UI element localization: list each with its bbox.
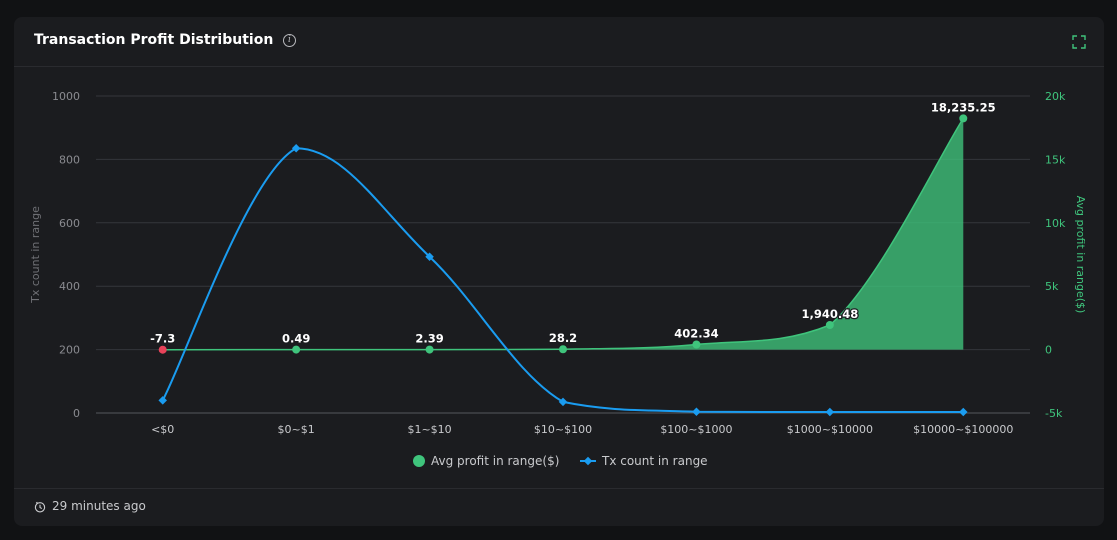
legend-avg-profit-marker: [413, 455, 425, 467]
left-axis-tick-label: 1000: [52, 90, 80, 103]
tx-count-line: [161, 147, 964, 414]
x-axis-tick-label: $100~$1000: [660, 423, 732, 436]
tx-count-point: [558, 397, 568, 407]
x-axis-tick-label: $10~$100: [534, 423, 592, 436]
right-axis-tick-label: 5k: [1045, 280, 1059, 293]
tx-count-point: [425, 252, 434, 261]
x-axis-tick-label: <$0: [151, 423, 174, 436]
chart-card: Transaction Profit Distribution i 0 200 40…: [14, 17, 1104, 526]
tx-count-point: [959, 407, 968, 417]
avg-profit-point: [559, 345, 567, 354]
avg-profit-point: [425, 345, 434, 354]
avg-profit-point: [825, 320, 834, 329]
x-axis-tick-label: $10000~$100000: [913, 423, 1013, 436]
left-axis-tick-label: 400: [59, 280, 80, 293]
right-axis-tick-label: -5k: [1045, 407, 1063, 420]
card-title: Transaction Profit Distribution: [34, 32, 274, 48]
chart-area: 0 200 400 600 800 1000 -5k 0 5k 10k 15k 20k Tx count…: [14, 67, 1104, 487]
card-header: Transaction Profit Distribution i: [14, 17, 1104, 67]
right-axis-tick-label: 0: [1045, 344, 1052, 357]
combo-chart: 0 200 400 600 800 1000 -5k 0 5k 10k 15k 20k Tx count…: [29, 90, 1087, 468]
tx-count-point: [158, 396, 167, 405]
legend-item-tx-count[interactable]: Tx count in range: [580, 454, 708, 468]
x-axis-tick-label: $0~$1: [278, 423, 315, 436]
left-axis-tick-label: 200: [59, 344, 80, 357]
left-axis-tick-label: 600: [59, 217, 80, 230]
avg-profit-data-label: -7.3: [150, 332, 175, 346]
card-footer: 29 minutes ago: [14, 488, 1104, 526]
avg-profit-data-label: 0.49: [282, 332, 310, 346]
left-axis-title: Tx count in range: [29, 206, 42, 304]
avg-profit-point: [158, 345, 167, 354]
right-axis-title: Avg profit in range($): [1074, 196, 1087, 314]
avg-profit-data-label: 28.2: [549, 331, 577, 345]
tx-count-point: [692, 407, 701, 416]
left-axis-tick-label: 0: [73, 407, 80, 420]
tx-count-point: [291, 144, 301, 153]
x-axis-tick-label: $1~$10: [407, 423, 451, 436]
avg-profit-point: [692, 340, 701, 349]
avg-profit-data-label: 402.34: [674, 326, 718, 340]
avg-profit-data-label: 1,940.48: [801, 307, 858, 321]
legend-avg-profit-label: Avg profit in range($): [431, 454, 559, 468]
avg-profit-data-label: 18,235.25: [931, 100, 996, 114]
avg-profit-point: [292, 345, 301, 354]
tx-count-point: [825, 407, 835, 417]
left-axis-tick-label: 800: [59, 153, 80, 166]
x-axis-tick-label: $1000~$10000: [787, 423, 873, 436]
expand-icon[interactable]: [1072, 35, 1086, 49]
legend-item-avg-profit[interactable]: Avg profit in range($): [413, 454, 559, 468]
avg-profit-point: [959, 114, 968, 123]
info-circle-icon[interactable]: i: [283, 34, 296, 47]
avg-profit-area: [162, 118, 964, 350]
last-updated-text: 29 minutes ago: [52, 499, 146, 513]
avg-profit-data-label: 2.39: [415, 332, 443, 346]
legend-tx-count-label: Tx count in range: [601, 454, 708, 468]
right-axis-tick-label: 15k: [1045, 153, 1066, 166]
legend-tx-count-marker: [583, 456, 593, 466]
clock-icon: [34, 501, 46, 513]
right-axis-tick-label: 20k: [1045, 90, 1066, 103]
right-axis-tick-label: 10k: [1045, 217, 1066, 230]
